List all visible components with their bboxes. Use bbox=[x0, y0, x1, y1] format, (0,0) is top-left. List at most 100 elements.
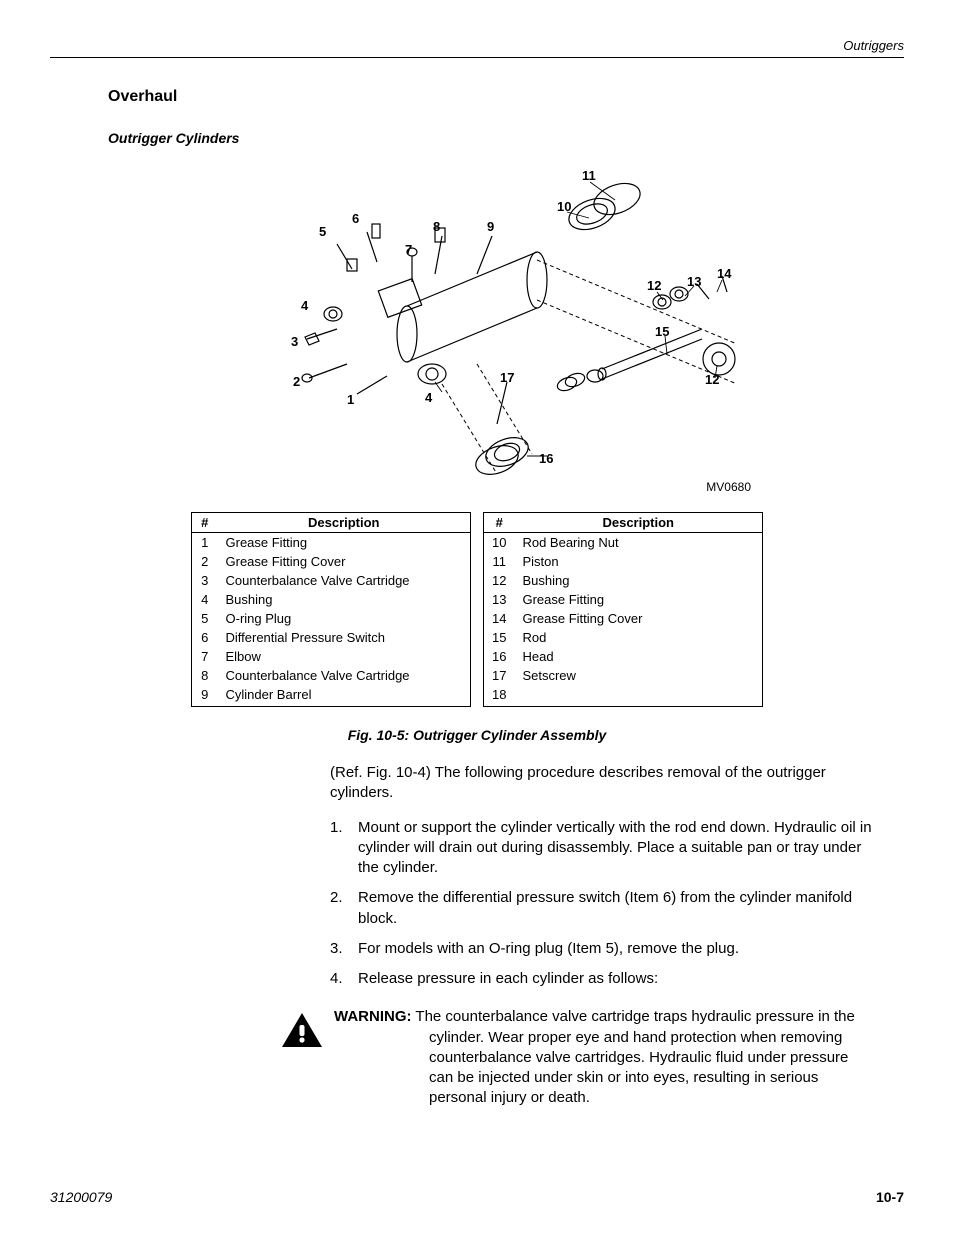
callout-8: 8 bbox=[433, 219, 440, 234]
table-row: 5O-ring Plug bbox=[192, 609, 471, 628]
body-text: (Ref. Fig. 10-4) The following procedure… bbox=[330, 763, 874, 989]
sub-heading: Outrigger Cylinders bbox=[108, 130, 904, 146]
table-row: 15Rod bbox=[484, 628, 763, 647]
callout-13: 13 bbox=[687, 274, 701, 289]
warning-body: The counterbalance valve cartridge traps… bbox=[415, 1008, 854, 1106]
footer-doc-number: 31200079 bbox=[50, 1189, 112, 1205]
part-number: 5 bbox=[192, 609, 218, 628]
table-row: 18 bbox=[484, 685, 763, 707]
callout-4: 4 bbox=[301, 298, 308, 313]
part-description: Setscrew bbox=[514, 666, 762, 685]
part-description: Cylinder Barrel bbox=[218, 685, 471, 707]
step-text: Mount or support the cylinder vertically… bbox=[358, 818, 874, 879]
step-text: Release pressure in each cylinder as fol… bbox=[358, 969, 874, 989]
part-description: Grease Fitting bbox=[514, 590, 762, 609]
callout-6: 6 bbox=[352, 211, 359, 226]
part-number: 3 bbox=[192, 571, 218, 590]
callout-12: 12 bbox=[705, 372, 719, 387]
diagram-svg bbox=[197, 164, 757, 494]
warning-icon bbox=[280, 1007, 334, 1108]
table-row: 17Setscrew bbox=[484, 666, 763, 685]
part-number: 16 bbox=[484, 647, 515, 666]
part-description: Grease Fitting Cover bbox=[514, 609, 762, 628]
part-number: 17 bbox=[484, 666, 515, 685]
callout-14: 14 bbox=[717, 266, 731, 281]
part-number: 13 bbox=[484, 590, 515, 609]
table-row: 16Head bbox=[484, 647, 763, 666]
steps-list: 1.Mount or support the cylinder vertical… bbox=[330, 818, 874, 990]
step-item: 3.For models with an O-ring plug (Item 5… bbox=[330, 939, 874, 959]
part-description: O-ring Plug bbox=[218, 609, 471, 628]
callout-3: 3 bbox=[291, 334, 298, 349]
step-item: 4.Release pressure in each cylinder as f… bbox=[330, 969, 874, 989]
intro-paragraph: (Ref. Fig. 10-4) The following procedure… bbox=[330, 763, 874, 804]
col-header-number: # bbox=[192, 513, 218, 533]
exploded-diagram: 1110986574321417161213141512 MV0680 bbox=[197, 164, 757, 494]
callout-10: 10 bbox=[557, 199, 571, 214]
part-number: 4 bbox=[192, 590, 218, 609]
step-text: Remove the differential pressure switch … bbox=[358, 888, 874, 929]
table-row: 11Piston bbox=[484, 552, 763, 571]
part-description: Elbow bbox=[218, 647, 471, 666]
section-heading: Overhaul bbox=[108, 88, 904, 106]
part-description bbox=[514, 685, 762, 707]
col-header-description: Description bbox=[514, 513, 762, 533]
col-header-description: Description bbox=[218, 513, 471, 533]
part-description: Grease Fitting Cover bbox=[218, 552, 471, 571]
table-row: 12Bushing bbox=[484, 571, 763, 590]
page: Outriggers Overhaul Outrigger Cylinders bbox=[0, 0, 954, 1235]
table-row: 14Grease Fitting Cover bbox=[484, 609, 763, 628]
part-number: 18 bbox=[484, 685, 515, 707]
table-row: 3Counterbalance Valve Cartridge bbox=[192, 571, 471, 590]
step-number: 1. bbox=[330, 818, 358, 879]
part-number: 11 bbox=[484, 552, 515, 571]
callout-11: 11 bbox=[582, 168, 596, 183]
table-row: 1Grease Fitting bbox=[192, 533, 471, 553]
step-number: 2. bbox=[330, 888, 358, 929]
part-description: Counterbalance Valve Cartridge bbox=[218, 666, 471, 685]
table-row: 6Differential Pressure Switch bbox=[192, 628, 471, 647]
callout-4: 4 bbox=[425, 390, 432, 405]
callout-7: 7 bbox=[405, 242, 412, 257]
warning-block: WARNING: The counterbalance valve cartri… bbox=[280, 1007, 874, 1108]
part-description: Rod bbox=[514, 628, 762, 647]
part-number: 1 bbox=[192, 533, 218, 553]
warning-label: WARNING: bbox=[334, 1008, 412, 1025]
part-number: 15 bbox=[484, 628, 515, 647]
step-text: For models with an O-ring plug (Item 5),… bbox=[358, 939, 874, 959]
step-item: 2.Remove the differential pressure switc… bbox=[330, 888, 874, 929]
table-row: 8Counterbalance Valve Cartridge bbox=[192, 666, 471, 685]
callout-5: 5 bbox=[319, 224, 326, 239]
table-row: 7Elbow bbox=[192, 647, 471, 666]
part-description: Rod Bearing Nut bbox=[514, 533, 762, 553]
part-number: 7 bbox=[192, 647, 218, 666]
part-description: Bushing bbox=[514, 571, 762, 590]
parts-table-right: # Description 10Rod Bearing Nut11Piston1… bbox=[483, 512, 763, 707]
part-description: Bushing bbox=[218, 590, 471, 609]
part-number: 10 bbox=[484, 533, 515, 553]
col-header-number: # bbox=[484, 513, 515, 533]
figure-caption: Fig. 10-5: Outrigger Cylinder Assembly bbox=[50, 727, 904, 743]
callout-2: 2 bbox=[293, 374, 300, 389]
callout-15: 15 bbox=[655, 324, 669, 339]
diagram-code: MV0680 bbox=[706, 480, 751, 494]
part-number: 9 bbox=[192, 685, 218, 707]
part-description: Head bbox=[514, 647, 762, 666]
callout-1: 1 bbox=[347, 392, 354, 407]
table-row: 2Grease Fitting Cover bbox=[192, 552, 471, 571]
table-row: 4Bushing bbox=[192, 590, 471, 609]
part-number: 6 bbox=[192, 628, 218, 647]
callout-12: 12 bbox=[647, 278, 661, 293]
part-description: Piston bbox=[514, 552, 762, 571]
table-row: 9Cylinder Barrel bbox=[192, 685, 471, 707]
page-footer: 31200079 10-7 bbox=[50, 1189, 904, 1205]
step-number: 4. bbox=[330, 969, 358, 989]
table-row: 10Rod Bearing Nut bbox=[484, 533, 763, 553]
step-number: 3. bbox=[330, 939, 358, 959]
footer-page-number: 10-7 bbox=[876, 1189, 904, 1205]
callout-9: 9 bbox=[487, 219, 494, 234]
parts-tables: # Description 1Grease Fitting2Grease Fit… bbox=[50, 512, 904, 707]
header-section-label: Outriggers bbox=[50, 38, 904, 53]
part-number: 12 bbox=[484, 571, 515, 590]
part-number: 8 bbox=[192, 666, 218, 685]
